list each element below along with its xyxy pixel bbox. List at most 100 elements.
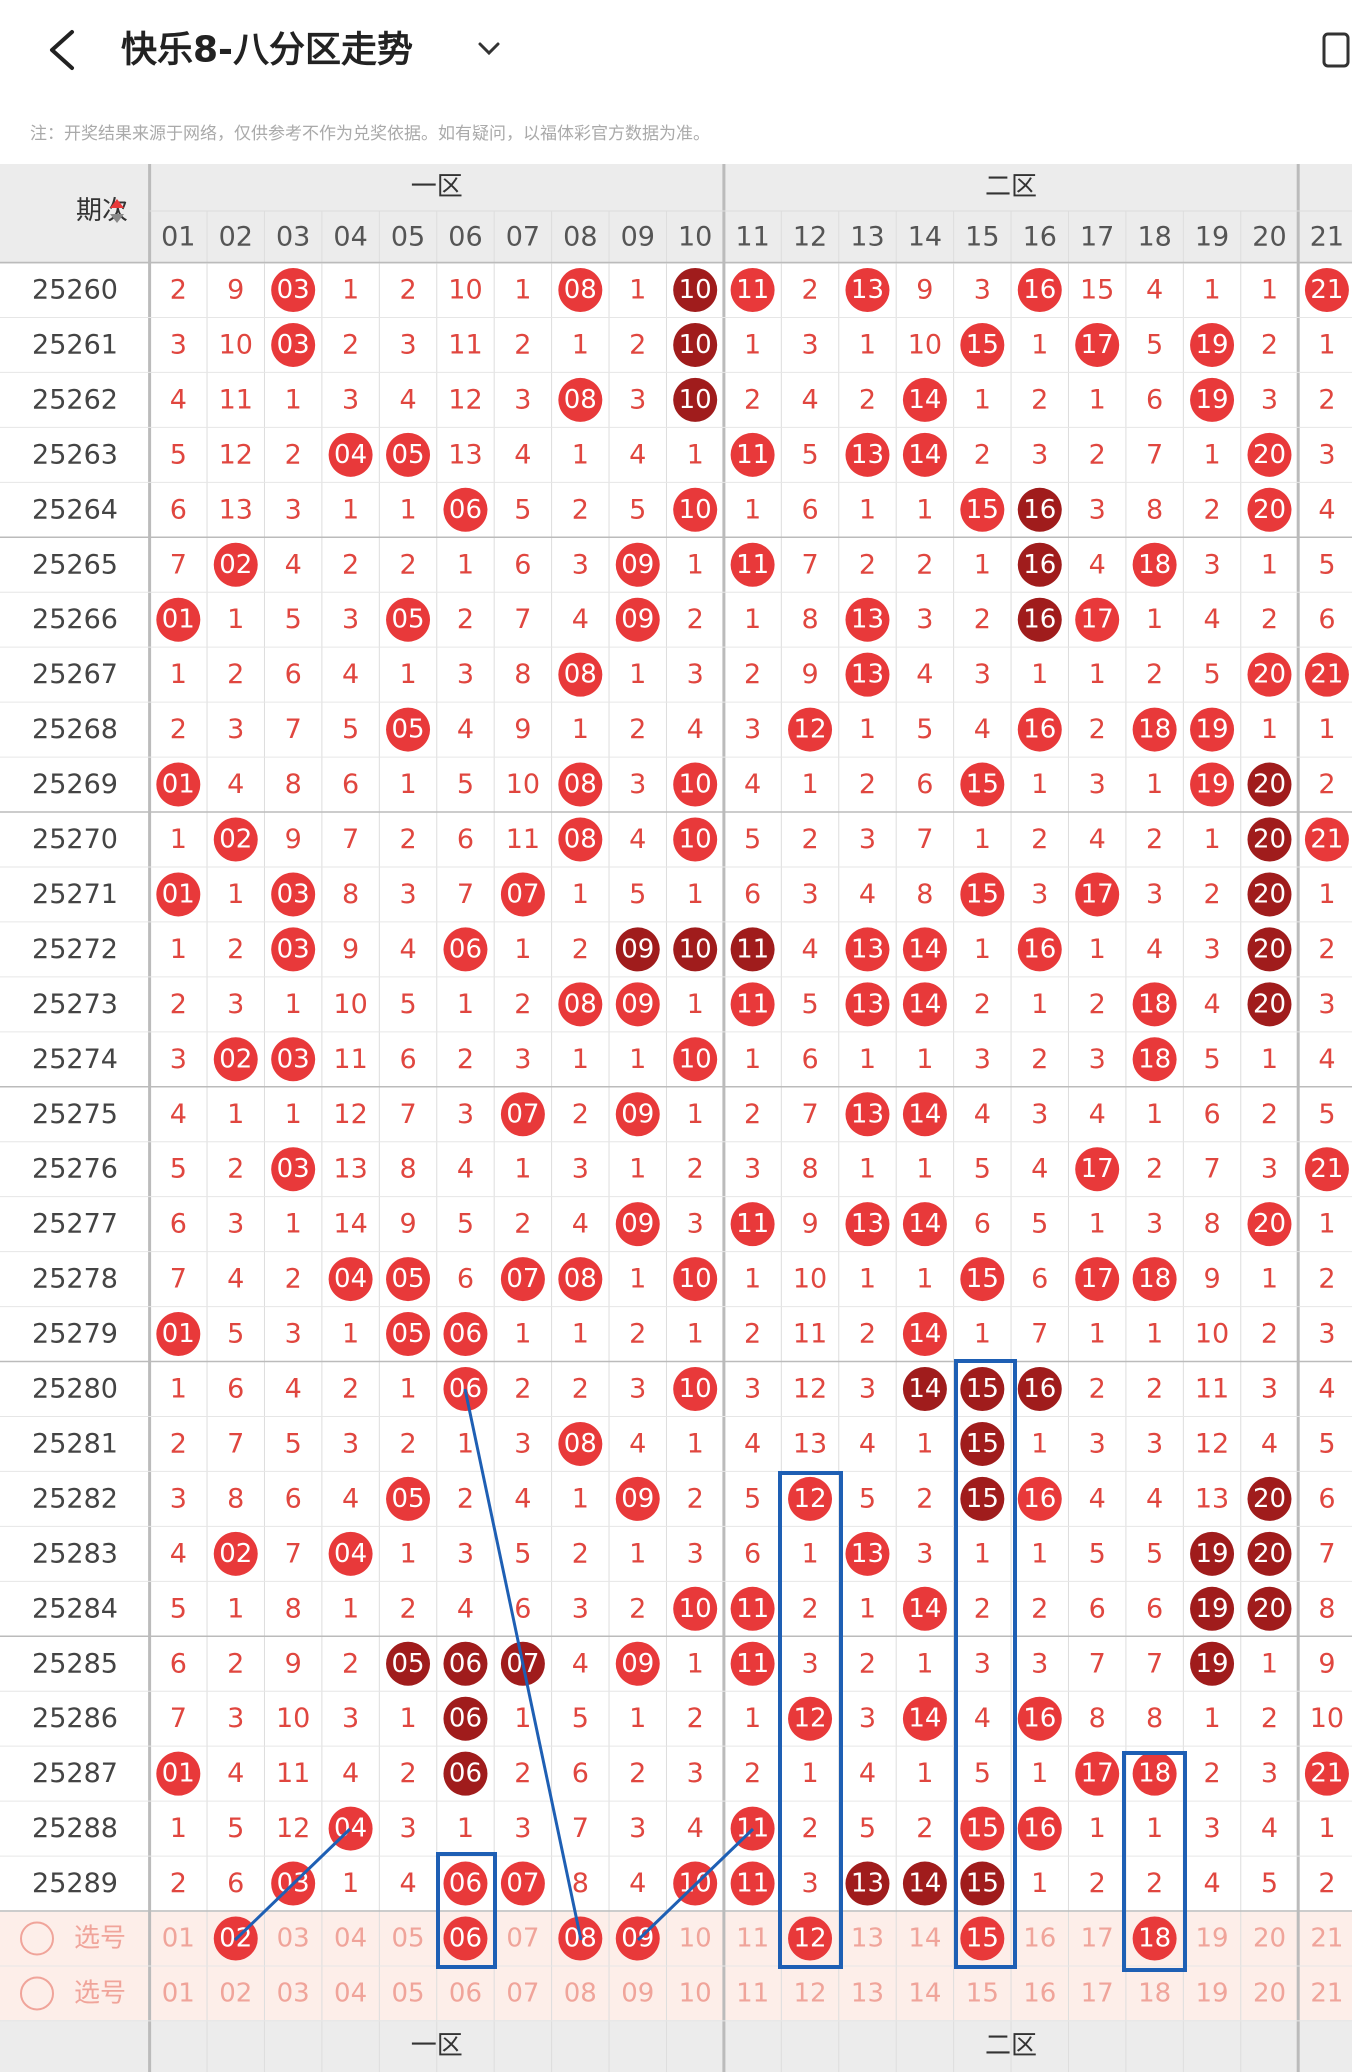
select-number[interactable]: 21 (1310, 1978, 1343, 2008)
select-number[interactable]: 15 (966, 1978, 999, 2008)
hit-number: 10 (679, 330, 712, 360)
miss-count: 12 (1195, 1428, 1229, 1459)
select-label[interactable]: 选号 (74, 1978, 126, 2008)
select-number[interactable]: 17 (1081, 1924, 1114, 1954)
page-title[interactable]: 快乐8-八分区走势 (121, 30, 413, 71)
miss-count: 8 (1318, 1593, 1335, 1624)
hit-ball (788, 707, 833, 752)
select-number[interactable]: 13 (851, 1924, 884, 1954)
miss-count: 1 (859, 1154, 876, 1185)
select-number[interactable]: 07 (506, 1978, 539, 2008)
title-dropdown[interactable] (478, 42, 500, 56)
select-number[interactable]: 05 (391, 1978, 424, 2008)
select-label[interactable]: 选号 (74, 1924, 126, 1954)
miss-count: 2 (859, 1648, 876, 1679)
select-number[interactable]: 16 (1023, 1924, 1056, 1954)
miss-count: 4 (227, 769, 244, 800)
select-number[interactable]: 03 (277, 1924, 310, 1954)
menu-icon[interactable] (1322, 32, 1350, 68)
select-number[interactable]: 09 (621, 1978, 654, 2008)
hit-number: 11 (736, 1649, 769, 1679)
select-number[interactable]: 14 (908, 1978, 941, 2008)
miss-count: 4 (1203, 604, 1220, 635)
select-number[interactable]: 03 (277, 1978, 310, 2008)
back-button[interactable] (50, 30, 74, 70)
miss-count: 5 (1318, 549, 1335, 580)
miss-count: 13 (219, 494, 253, 525)
select-number[interactable]: 11 (736, 1978, 769, 2008)
hit-ball (1247, 762, 1292, 807)
select-number[interactable]: 02 (219, 1978, 252, 2008)
select-number[interactable]: 21 (1310, 1924, 1343, 1954)
select-number[interactable]: 19 (1196, 1978, 1229, 2008)
select-number[interactable]: 10 (679, 1924, 712, 1954)
select-number[interactable]: 13 (851, 1978, 884, 2008)
miss-count: 6 (801, 494, 818, 525)
hit-ball (615, 1641, 660, 1686)
select-number[interactable]: 11 (736, 1924, 769, 1954)
select-radio[interactable] (20, 1976, 54, 2011)
miss-count: 3 (1203, 549, 1220, 580)
select-radio[interactable] (20, 1921, 54, 1956)
miss-count: 3 (916, 604, 933, 635)
select-number[interactable]: 01 (162, 1924, 195, 1954)
issue-header[interactable]: 期次 (76, 196, 128, 226)
hit-ball (156, 762, 201, 807)
select-number[interactable]: 04 (334, 1978, 367, 2008)
select-number[interactable]: 10 (679, 1978, 712, 2008)
miss-count: 1 (1261, 275, 1278, 306)
select-number[interactable]: 19 (1196, 1924, 1229, 1954)
miss-count: 1 (1261, 1264, 1278, 1295)
hit-number: 10 (679, 934, 712, 964)
miss-count: 4 (744, 769, 761, 800)
miss-count: 3 (1318, 989, 1335, 1020)
miss-count: 1 (572, 879, 589, 910)
miss-count: 6 (1146, 1593, 1163, 1624)
select-number[interactable]: 17 (1081, 1978, 1114, 2008)
miss-count: 3 (1261, 1374, 1278, 1405)
select-number[interactable]: 16 (1023, 1978, 1056, 2008)
hit-ball (730, 982, 775, 1027)
picked-number[interactable]: 06 (449, 1924, 482, 1954)
picked-ball[interactable] (960, 1916, 1005, 1961)
miss-count: 6 (514, 1593, 531, 1624)
picked-number[interactable]: 15 (966, 1924, 999, 1954)
hit-number: 06 (449, 1759, 482, 1789)
select-number[interactable]: 14 (908, 1924, 941, 1954)
select-number[interactable]: 12 (793, 1978, 826, 2008)
select-number[interactable]: 08 (564, 1978, 597, 2008)
picked-number[interactable]: 12 (793, 1924, 826, 1954)
select-number[interactable]: 20 (1253, 1978, 1286, 2008)
select-number[interactable]: 04 (334, 1924, 367, 1954)
hit-ball (960, 1257, 1005, 1302)
select-number[interactable]: 06 (449, 1978, 482, 2008)
picked-ball[interactable] (1132, 1916, 1177, 1961)
sort-up[interactable] (110, 199, 124, 208)
select-number[interactable]: 05 (391, 1924, 424, 1954)
picked-ball[interactable] (443, 1916, 488, 1961)
miss-count: 3 (514, 1428, 531, 1459)
miss-count: 1 (916, 1758, 933, 1789)
miss-count: 1 (801, 769, 818, 800)
issue-number: 25268 (32, 714, 118, 745)
miss-count: 9 (285, 824, 302, 855)
column-label: 11 (735, 222, 769, 253)
miss-count: 1 (687, 989, 704, 1020)
miss-count: 11 (333, 1044, 367, 1075)
select-number[interactable]: 18 (1138, 1978, 1171, 2008)
miss-count: 1 (744, 494, 761, 525)
miss-count: 1 (916, 1044, 933, 1075)
sort-down[interactable] (110, 214, 124, 223)
select-number[interactable]: 07 (506, 1924, 539, 1954)
picked-number[interactable]: 18 (1138, 1924, 1171, 1954)
select-number[interactable]: 20 (1253, 1924, 1286, 1954)
miss-count: 2 (342, 329, 359, 360)
miss-count: 2 (1031, 1044, 1048, 1075)
miss-count: 1 (859, 1593, 876, 1624)
miss-count: 13 (793, 1428, 827, 1459)
miss-count: 5 (457, 769, 474, 800)
hit-ball (1075, 597, 1120, 642)
picked-ball[interactable] (788, 1916, 833, 1961)
miss-count: 3 (1089, 494, 1106, 525)
select-number[interactable]: 01 (162, 1978, 195, 2008)
